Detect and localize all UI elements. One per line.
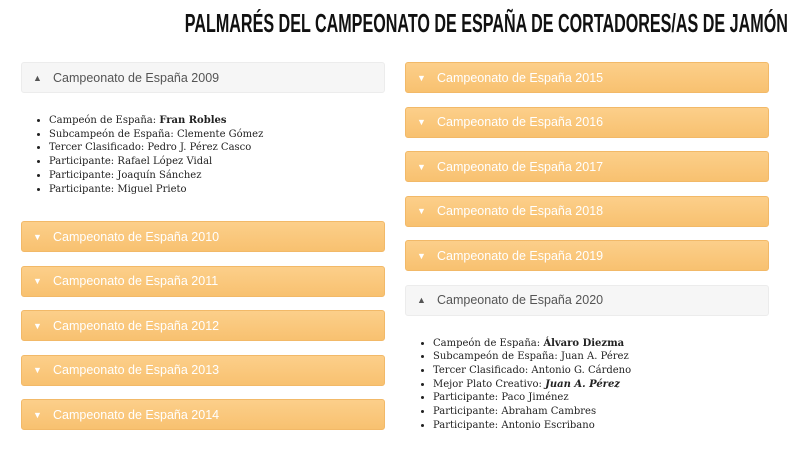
result-label: Participante: bbox=[49, 156, 114, 167]
caret-icon: ▼ bbox=[22, 321, 53, 331]
title-wrap: PALMARÉS DEL CAMPEONATO DE ESPAÑA DE COR… bbox=[0, 8, 800, 39]
result-name: Fran Robles bbox=[159, 115, 226, 126]
accordion-header[interactable]: ▲Campeonato de España 2020 bbox=[405, 285, 769, 316]
accordion-header[interactable]: ▲Campeonato de España 2009 bbox=[21, 62, 385, 93]
caret-icon: ▲ bbox=[406, 295, 437, 305]
result-list: Campeón de España: Fran RoblesSubcampeón… bbox=[21, 114, 385, 196]
result-name: Antonio Escribano bbox=[501, 420, 594, 431]
section-heading: Campeonato de España 2010 bbox=[53, 230, 219, 244]
result-item: Participante: Rafael López Vidal bbox=[49, 155, 385, 169]
result-item: Subcampeón de España: Juan A. Pérez bbox=[433, 350, 769, 364]
result-label: Campeón de España: bbox=[49, 115, 156, 126]
result-name: Joaquín Sánchez bbox=[117, 170, 201, 181]
accordion-header[interactable]: ▼Campeonato de España 2015 bbox=[405, 62, 769, 93]
accordion-header[interactable]: ▼Campeonato de España 2011 bbox=[21, 266, 385, 297]
accordion-header[interactable]: ▼Campeonato de España 2016 bbox=[405, 107, 769, 138]
caret-icon: ▼ bbox=[22, 276, 53, 286]
caret-icon: ▼ bbox=[406, 251, 437, 261]
accordion-header[interactable]: ▼Campeonato de España 2012 bbox=[21, 310, 385, 341]
result-label: Tercer Clasificado: bbox=[49, 142, 144, 153]
result-item: Subcampeón de España: Clemente Gómez bbox=[49, 128, 385, 142]
result-label: Subcampeón de España: bbox=[433, 351, 558, 362]
section-heading: Campeonato de España 2014 bbox=[53, 408, 219, 422]
section-heading: Campeonato de España 2012 bbox=[53, 319, 219, 333]
result-item: Tercer Clasificado: Pedro J. Pérez Casco bbox=[49, 141, 385, 155]
result-item: Mejor Plato Creativo: Juan A. Pérez bbox=[433, 378, 769, 392]
section-heading: Campeonato de España 2009 bbox=[53, 71, 219, 85]
result-name: Juan A. Pérez bbox=[545, 379, 620, 390]
result-name: Álvaro Diezma bbox=[543, 338, 624, 349]
result-item: Participante: Abraham Cambres bbox=[433, 405, 769, 419]
accordion-header[interactable]: ▼Campeonato de España 2013 bbox=[21, 355, 385, 386]
section-heading: Campeonato de España 2018 bbox=[437, 204, 603, 218]
result-label: Campeón de España: bbox=[433, 338, 540, 349]
caret-icon: ▼ bbox=[406, 162, 437, 172]
result-name: Antonio G. Cárdeno bbox=[531, 365, 631, 376]
result-name: Miguel Prieto bbox=[117, 184, 186, 195]
section-heading: Campeonato de España 2020 bbox=[437, 293, 603, 307]
accordion-header[interactable]: ▼Campeonato de España 2018 bbox=[405, 196, 769, 227]
result-label: Participante: bbox=[433, 420, 498, 431]
caret-icon: ▼ bbox=[22, 365, 53, 375]
result-label: Mejor Plato Creativo: bbox=[433, 379, 542, 390]
result-item: Campeón de España: Fran Robles bbox=[49, 114, 385, 128]
result-label: Participante: bbox=[49, 184, 114, 195]
accordion-header[interactable]: ▼Campeonato de España 2014 bbox=[21, 399, 385, 430]
caret-icon: ▼ bbox=[22, 410, 53, 420]
section-heading: Campeonato de España 2013 bbox=[53, 363, 219, 377]
result-item: Participante: Miguel Prieto bbox=[49, 183, 385, 197]
accordion-content: Campeón de España: Álvaro DiezmaSubcampe… bbox=[405, 316, 769, 457]
result-item: Participante: Antonio Escribano bbox=[433, 419, 769, 433]
accordion-header[interactable]: ▼Campeonato de España 2017 bbox=[405, 151, 769, 182]
result-label: Participante: bbox=[433, 406, 498, 417]
page-title: PALMARÉS DEL CAMPEONATO DE ESPAÑA DE COR… bbox=[185, 8, 788, 39]
result-name: Pedro J. Pérez Casco bbox=[147, 142, 251, 153]
column: ▼Campeonato de España 2015▼Campeonato de… bbox=[405, 62, 769, 457]
result-item: Participante: Paco Jiménez bbox=[433, 391, 769, 405]
result-label: Participante: bbox=[49, 170, 114, 181]
result-label: Tercer Clasificado: bbox=[433, 365, 528, 376]
section-heading: Campeonato de España 2015 bbox=[437, 71, 603, 85]
page: PALMARÉS DEL CAMPEONATO DE ESPAÑA DE COR… bbox=[0, 0, 800, 446]
result-list: Campeón de España: Álvaro DiezmaSubcampe… bbox=[405, 337, 769, 433]
result-name: Juan A. Pérez bbox=[561, 351, 629, 362]
section-heading: Campeonato de España 2019 bbox=[437, 249, 603, 263]
result-label: Participante: bbox=[433, 392, 498, 403]
section-heading: Campeonato de España 2016 bbox=[437, 115, 603, 129]
result-name: Abraham Cambres bbox=[501, 406, 596, 417]
caret-icon: ▼ bbox=[406, 206, 437, 216]
caret-icon: ▲ bbox=[22, 73, 53, 83]
result-label: Subcampeón de España: bbox=[49, 129, 174, 140]
result-name: Rafael López Vidal bbox=[117, 156, 212, 167]
result-item: Tercer Clasificado: Antonio G. Cárdeno bbox=[433, 364, 769, 378]
result-item: Participante: Joaquín Sánchez bbox=[49, 169, 385, 183]
accordion-content: Campeón de España: Fran RoblesSubcampeón… bbox=[21, 93, 385, 221]
accordion-header[interactable]: ▼Campeonato de España 2019 bbox=[405, 240, 769, 271]
result-item: Campeón de España: Álvaro Diezma bbox=[433, 337, 769, 351]
result-name: Paco Jiménez bbox=[501, 392, 568, 403]
caret-icon: ▼ bbox=[406, 117, 437, 127]
section-heading: Campeonato de España 2011 bbox=[53, 274, 218, 288]
result-name: Clemente Gómez bbox=[177, 129, 263, 140]
accordion-header[interactable]: ▼Campeonato de España 2010 bbox=[21, 221, 385, 252]
caret-icon: ▼ bbox=[22, 232, 53, 242]
section-heading: Campeonato de España 2017 bbox=[437, 160, 603, 174]
column: ▲Campeonato de España 2009 Campeón de Esp… bbox=[21, 62, 385, 444]
caret-icon: ▼ bbox=[406, 73, 437, 83]
